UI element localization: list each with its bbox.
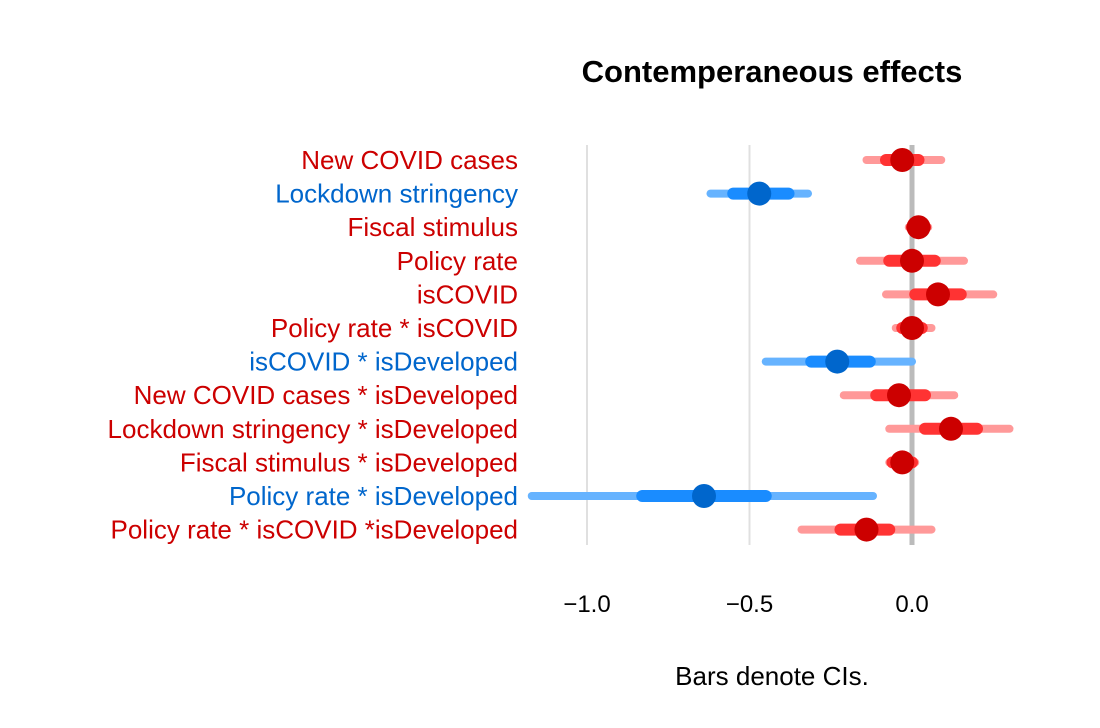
row-label: Lockdown stringency xyxy=(275,179,518,209)
point-estimate xyxy=(939,416,963,441)
coefficient-row: Lockdown stringency * isDeveloped xyxy=(108,414,1014,444)
coefficient-row: Fiscal stimulus xyxy=(348,212,933,242)
x-tick-label: 0.0 xyxy=(895,591,928,618)
coefficient-row: Fiscal stimulus * isDeveloped xyxy=(180,447,920,477)
row-label: Policy rate * isDeveloped xyxy=(229,481,518,511)
point-estimate xyxy=(747,181,772,206)
row-label: Policy rate * isCOVID xyxy=(271,313,518,343)
point-estimate xyxy=(825,349,850,374)
row-label: isCOVID * isDeveloped xyxy=(249,347,518,377)
point-estimate xyxy=(692,484,716,508)
point-estimate xyxy=(926,282,950,307)
point-estimate xyxy=(890,148,915,172)
row-label: Policy rate xyxy=(397,246,518,276)
point-estimate xyxy=(900,316,924,340)
row-label: isCOVID xyxy=(417,279,518,309)
row-label: Policy rate * isCOVID *isDeveloped xyxy=(111,515,519,545)
x-axis-label: Bars denote CIs. xyxy=(675,661,869,691)
row-label: Lockdown stringency * isDeveloped xyxy=(108,414,518,444)
coefficient-row: New COVID cases * isDeveloped xyxy=(134,380,959,410)
grid-layer xyxy=(586,145,915,545)
x-tick-label: −0.5 xyxy=(726,591,773,618)
coefficient-row: Policy rate * isCOVID *isDeveloped xyxy=(111,515,936,545)
coefficient-row: Policy rate xyxy=(397,246,968,276)
coefficient-row: Policy rate * isDeveloped xyxy=(229,481,877,511)
point-estimate xyxy=(906,215,931,240)
point-estimate xyxy=(900,248,924,273)
x-tick-label: −1.0 xyxy=(563,591,610,618)
point-estimate xyxy=(890,450,915,475)
coefficient-row: Lockdown stringency xyxy=(275,179,812,209)
point-estimate xyxy=(854,517,879,542)
chart-title: Contemperaneous effects xyxy=(582,54,963,89)
coefficient-row: isCOVID xyxy=(417,279,998,309)
row-label: Fiscal stimulus xyxy=(348,212,518,242)
x-axis-ticks: −1.0 −0.5 0.0 xyxy=(563,591,928,618)
row-label: New COVID cases * isDeveloped xyxy=(134,380,518,410)
row-label: New COVID cases xyxy=(301,145,518,175)
coefficient-row: Policy rate * isCOVID xyxy=(271,313,936,343)
coefficient-row: New COVID cases xyxy=(301,145,946,175)
point-estimate xyxy=(887,383,911,408)
coefficient-row: isCOVID * isDeveloped xyxy=(249,347,916,377)
row-label: Fiscal stimulus * isDeveloped xyxy=(180,447,518,477)
